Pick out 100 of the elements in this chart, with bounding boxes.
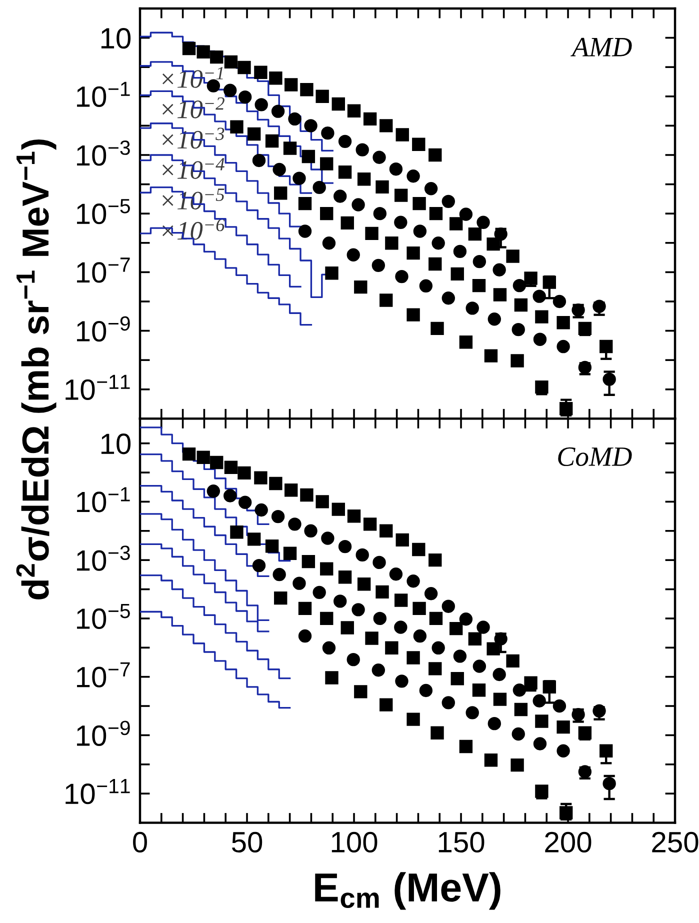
point: [533, 737, 547, 750]
point: [512, 278, 526, 292]
y-tick-label: 10$^{−5}$: [77, 604, 130, 630]
point: [450, 217, 463, 230]
point: [274, 591, 288, 605]
point: [230, 525, 244, 539]
point: [535, 714, 548, 728]
x-tick-label: 250: [652, 832, 698, 853]
point: [412, 138, 426, 151]
point: [372, 556, 386, 570]
y-tick-label: 10$^{−7}$: [77, 662, 130, 688]
point: [182, 447, 196, 461]
y-tick-label: 10$^{−3}$: [77, 140, 130, 166]
point: [428, 257, 442, 271]
point: [292, 172, 306, 185]
point: [472, 278, 486, 292]
point: [254, 503, 268, 517]
point: [238, 90, 252, 104]
point: [363, 518, 377, 531]
point: [532, 694, 546, 708]
point: [322, 641, 336, 654]
point: [429, 612, 443, 626]
point: [288, 112, 302, 126]
point: [272, 568, 286, 582]
point: [459, 336, 473, 349]
y-tick-label: 10$^{−3}$: [77, 546, 130, 571]
point: [406, 651, 420, 664]
point: [472, 684, 486, 697]
point: [428, 148, 442, 162]
point: [472, 254, 486, 268]
point: [271, 510, 285, 524]
point: [380, 698, 393, 712]
point: [412, 196, 426, 210]
point: [304, 524, 318, 538]
point: [292, 576, 306, 590]
point: [325, 266, 338, 280]
point: [338, 134, 352, 148]
point: [304, 119, 318, 132]
point: [238, 496, 252, 509]
point: [265, 134, 279, 148]
annotation: AMD: [570, 38, 632, 56]
point: [512, 727, 525, 741]
y-tick-label: 10$^{−11}$: [66, 779, 130, 804]
point: [512, 322, 525, 336]
x-tick-label: 100: [332, 832, 378, 853]
point: [252, 154, 266, 168]
point: [316, 90, 329, 103]
point: [210, 456, 224, 470]
point: [269, 476, 282, 490]
point: [365, 226, 378, 240]
point: [406, 170, 420, 183]
point: [394, 594, 408, 607]
point: [321, 126, 334, 140]
y-tick-label: 10: [101, 434, 131, 454]
point: [320, 206, 334, 220]
point: [488, 716, 501, 730]
point: [380, 294, 393, 307]
point: [298, 629, 312, 643]
point: [298, 224, 312, 238]
point: [284, 78, 298, 92]
point: [468, 632, 482, 646]
point: [332, 97, 345, 111]
point: [346, 652, 360, 666]
point: [354, 685, 368, 698]
point: [340, 621, 354, 634]
point: [376, 585, 389, 599]
point: [365, 632, 378, 645]
x-tick-label: 50: [232, 832, 262, 853]
point: [196, 450, 210, 464]
point: [442, 696, 455, 710]
point: [347, 104, 361, 118]
point: [206, 79, 220, 92]
point: [210, 50, 224, 64]
point: [484, 754, 498, 767]
point: [394, 216, 408, 229]
point: [493, 692, 507, 706]
point: [432, 641, 445, 654]
point: [556, 744, 570, 758]
point: [300, 83, 314, 96]
point: [373, 206, 387, 220]
point: [372, 664, 386, 677]
point: [492, 668, 506, 682]
point: [552, 294, 566, 308]
point: [514, 702, 528, 716]
point: [247, 127, 261, 141]
point: [453, 244, 467, 258]
point: [419, 684, 433, 698]
point: [254, 471, 268, 484]
point: [429, 206, 443, 220]
point: [376, 180, 389, 194]
y-tick-label: 10: [101, 28, 131, 49]
point: [510, 758, 524, 772]
point: [459, 740, 473, 754]
point: [389, 162, 403, 176]
x-tick-label: 200: [545, 832, 592, 853]
point: [380, 119, 393, 132]
point: [394, 620, 408, 634]
point: [532, 290, 546, 303]
point: [493, 288, 507, 302]
point: [552, 699, 566, 713]
